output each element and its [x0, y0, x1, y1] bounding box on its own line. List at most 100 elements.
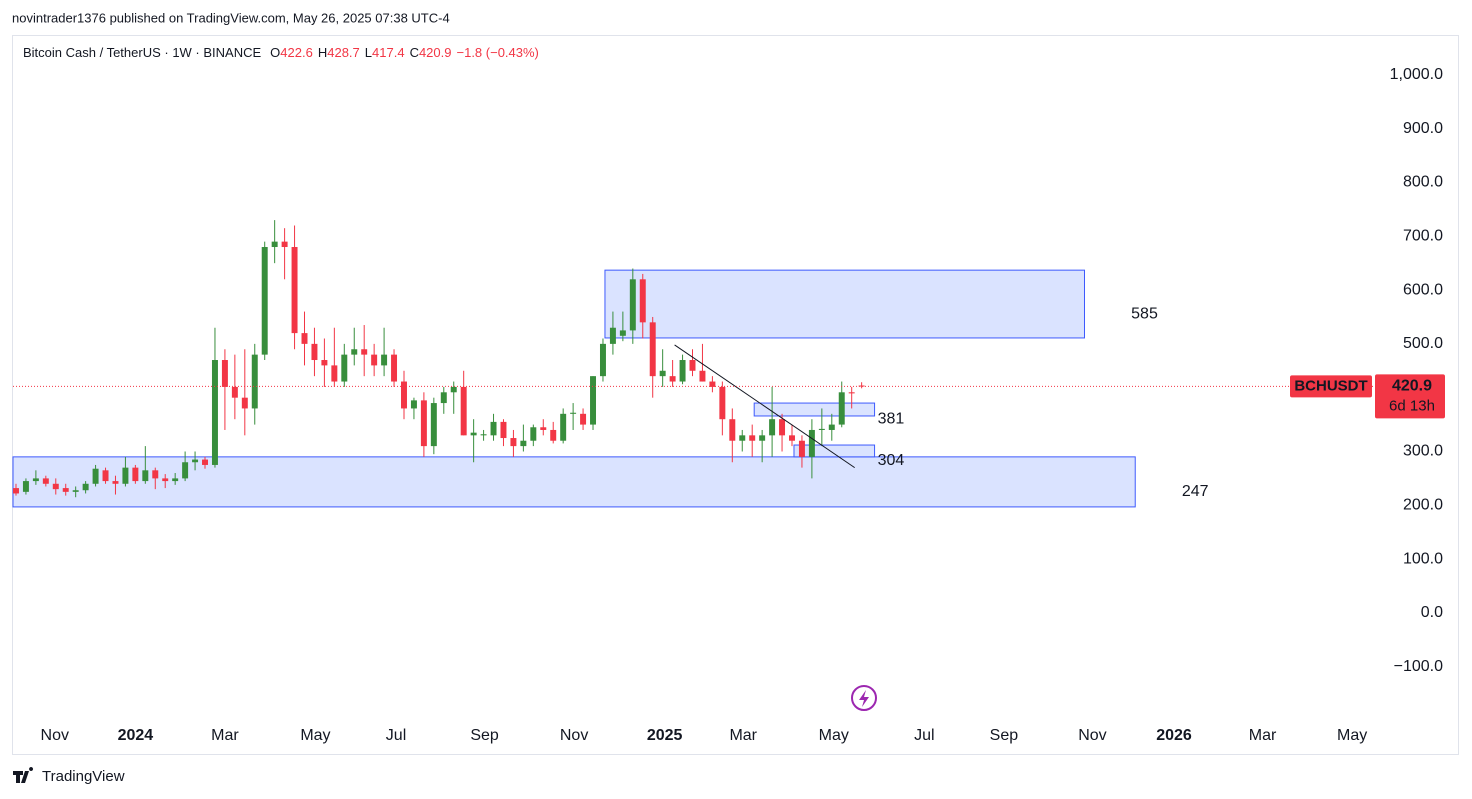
candle-body [789, 435, 795, 441]
candle-body [361, 349, 368, 355]
candle-body [659, 370, 666, 377]
candle-body [769, 419, 776, 436]
ticker-tag [1290, 375, 1372, 398]
candle-body [430, 403, 437, 447]
candle-body [221, 360, 228, 387]
candle-body [152, 470, 159, 479]
candle-body [22, 481, 29, 492]
trendline [674, 344, 855, 469]
candle-body [599, 343, 606, 377]
x-tick-label: Mar [729, 727, 757, 744]
candle-body [182, 462, 189, 479]
candle-body [828, 424, 835, 430]
y-tick-label: 700.0 [1403, 227, 1443, 244]
candle-body [779, 419, 786, 436]
candle-body [560, 413, 567, 441]
x-tick-label: 2026 [1156, 727, 1192, 744]
candle-body [13, 488, 19, 494]
ohlc-value: 422.6 [280, 45, 313, 60]
ohlc-value: 420.9 [419, 45, 452, 60]
candle-body [132, 467, 139, 482]
x-tick-label: Mar [211, 727, 239, 744]
y-tick-label: 900.0 [1403, 120, 1443, 137]
candle-body [32, 478, 39, 482]
candle-body [172, 478, 179, 482]
candle-body [669, 376, 676, 382]
candle-body [271, 241, 278, 248]
y-tick-label: 100.0 [1403, 550, 1443, 567]
y-tick-label: 0.0 [1421, 604, 1443, 621]
candle-body [590, 376, 597, 425]
candle-body [311, 343, 318, 361]
candle-body [709, 381, 716, 387]
candle-body [460, 386, 467, 436]
ticker: BCHUSDT [1294, 377, 1367, 394]
ohlc-letter: O [270, 45, 280, 60]
candle-body [192, 459, 199, 463]
candle-body [112, 481, 119, 484]
price-tag [1375, 374, 1445, 419]
candle-body [231, 386, 238, 398]
candle-body [679, 360, 686, 382]
candle-body [639, 279, 646, 323]
candle-body [62, 488, 69, 492]
ohlc-letter: L [365, 45, 372, 60]
candle-body [490, 421, 497, 436]
candle-body [848, 392, 855, 394]
x-tick-label: Jul [914, 727, 934, 744]
candle-body [570, 412, 577, 414]
candle-body [440, 392, 447, 404]
candle-body [371, 354, 378, 366]
x-tick-label: May [300, 727, 330, 744]
candle-body [321, 360, 328, 366]
candle-body [450, 386, 457, 393]
zone [793, 444, 876, 458]
x-tick-label: 2024 [118, 727, 154, 744]
x-tick-label: Sep [990, 727, 1019, 744]
candle-body [808, 429, 815, 457]
footer-brand: TradingView [42, 768, 125, 785]
candle-body [42, 478, 49, 484]
x-tick-label: Sep [470, 727, 499, 744]
candle-body [540, 427, 547, 430]
candle-body [251, 354, 258, 409]
y-tick-label: 200.0 [1403, 497, 1443, 514]
zone-label: 585 [1131, 305, 1158, 322]
candle-body [580, 413, 587, 425]
change: −1.8 (−0.43%) [457, 45, 539, 60]
tv-logo [13, 767, 34, 783]
candle-body [391, 354, 398, 382]
ohlc-value: 417.4 [372, 45, 405, 60]
candle-body [629, 279, 636, 331]
zone [604, 269, 1085, 339]
symbol: Bitcoin Cash / TetherUS · 1W · BINANCE [23, 45, 261, 60]
candle-body [619, 330, 626, 336]
candle-body [241, 397, 248, 409]
y-tick-label: 600.0 [1403, 281, 1443, 298]
chart-frame [12, 35, 1459, 755]
candle-body [281, 241, 288, 248]
candle-body [609, 327, 616, 344]
ohlc-letter: C [410, 45, 419, 60]
candle-body [689, 360, 696, 371]
candle-body [142, 470, 149, 482]
x-tick-label: May [819, 727, 849, 744]
candle-body [122, 467, 129, 484]
candle-body [202, 459, 208, 465]
candle-body [82, 483, 89, 491]
y-tick-label: 500.0 [1403, 335, 1443, 352]
y-tick-label: 300.0 [1403, 443, 1443, 460]
candle-body [261, 247, 268, 355]
candle-body [550, 429, 557, 441]
x-tick-label: Nov [1078, 727, 1106, 744]
candle-body [649, 322, 656, 377]
x-tick-label: Mar [1249, 727, 1277, 744]
candle-body [52, 483, 59, 490]
y-tick-label: 1,000.0 [1390, 66, 1443, 83]
flash-icon [851, 685, 877, 711]
zone-label: 247 [1182, 483, 1209, 500]
y-tick-label: 800.0 [1403, 174, 1443, 191]
candle-body [331, 365, 338, 382]
